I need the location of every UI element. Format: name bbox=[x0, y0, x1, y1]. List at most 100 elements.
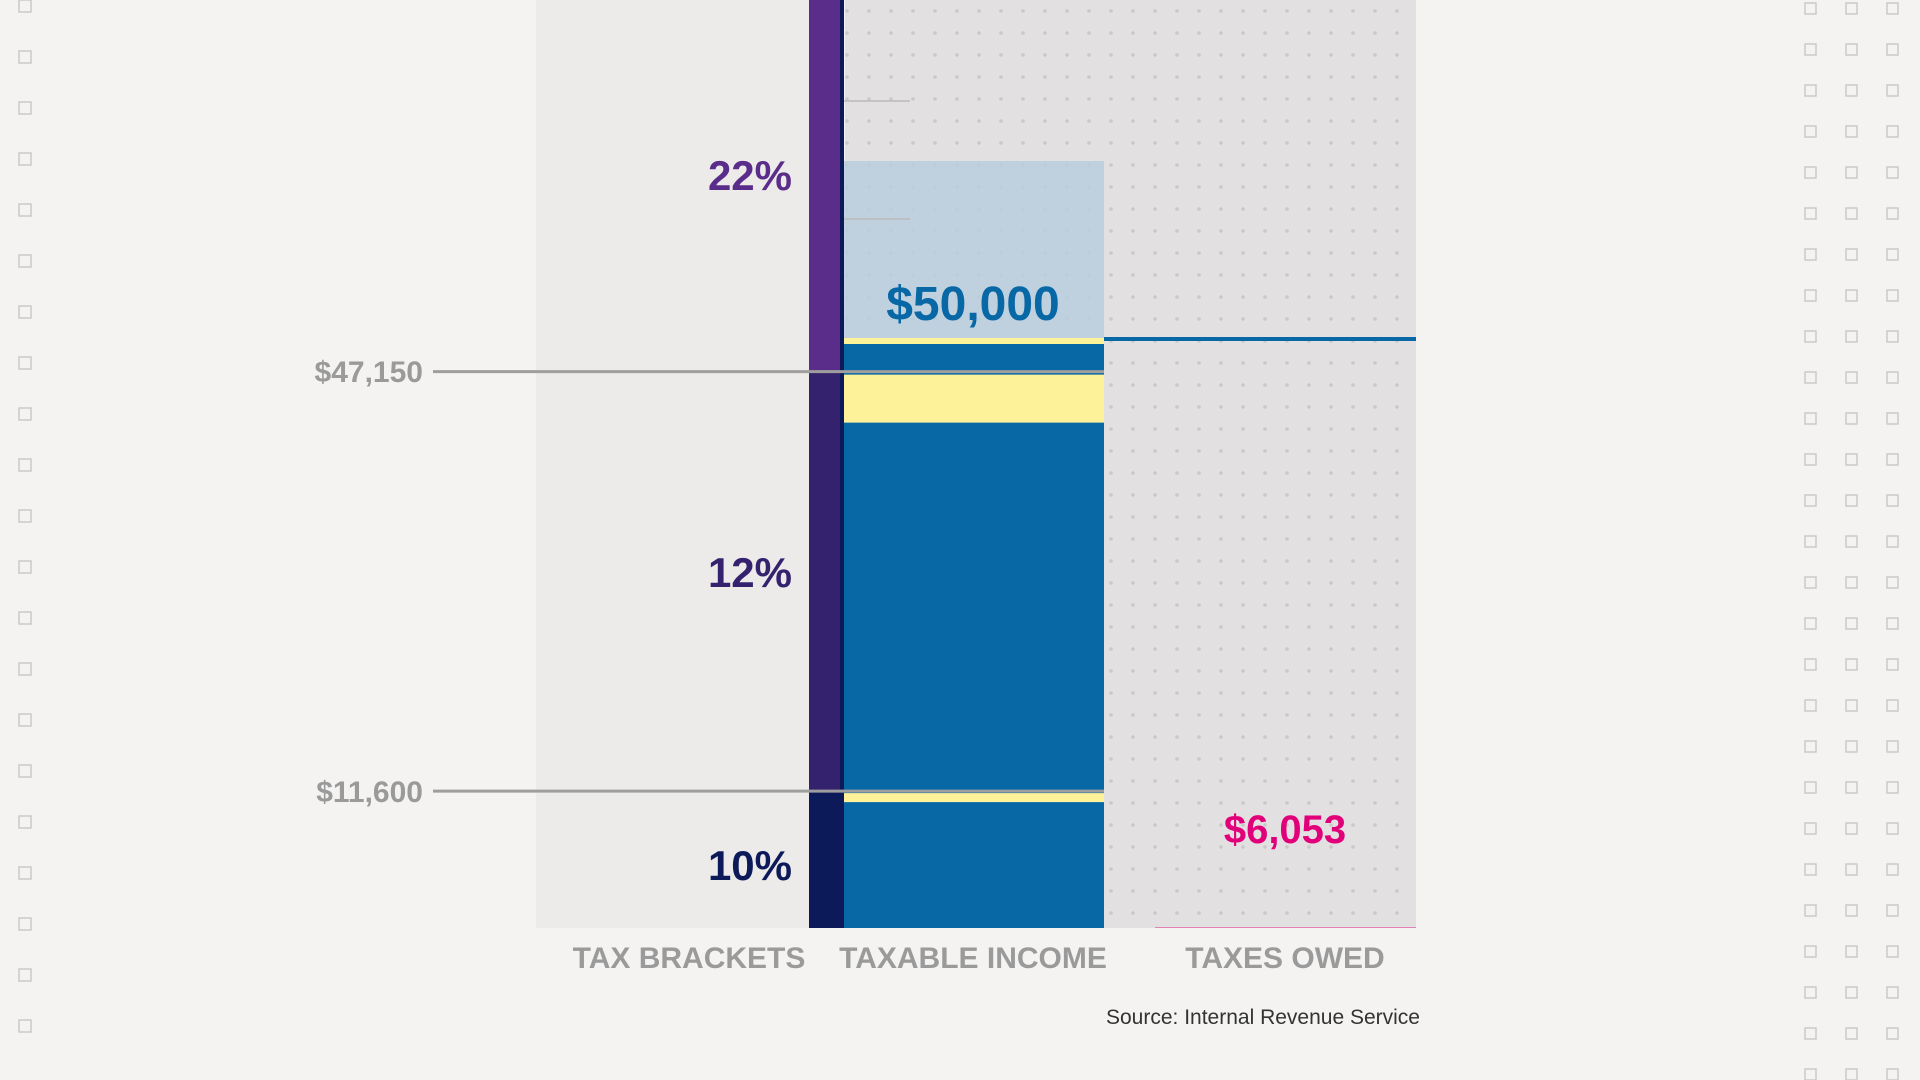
threshold-label-47150: $47,150 bbox=[315, 356, 423, 389]
deco-square bbox=[1845, 125, 1858, 138]
deco-square bbox=[18, 254, 32, 268]
deco-square bbox=[1804, 904, 1817, 917]
deco-square bbox=[1845, 166, 1858, 179]
deco-square bbox=[18, 815, 32, 829]
deco-square bbox=[1886, 699, 1899, 712]
deco-square bbox=[18, 101, 32, 115]
deco-square bbox=[1845, 371, 1858, 384]
deco-square bbox=[1804, 699, 1817, 712]
deco-square bbox=[1886, 1027, 1899, 1040]
threshold-lines bbox=[433, 370, 1104, 793]
deco-square bbox=[1804, 289, 1817, 302]
deco-square bbox=[1845, 781, 1858, 794]
tax-brackets-panel bbox=[536, 0, 809, 928]
deco-square bbox=[1845, 986, 1858, 999]
deco-square bbox=[18, 1019, 32, 1033]
deco-square bbox=[1804, 1027, 1817, 1040]
rate-label-12: 12% bbox=[708, 549, 792, 596]
deco-square bbox=[1804, 781, 1817, 794]
deco-square bbox=[1804, 945, 1817, 958]
bracket-bar bbox=[809, 0, 844, 928]
bracket-segment-12 bbox=[809, 371, 843, 792]
deco-square bbox=[18, 866, 32, 880]
deco-square bbox=[18, 713, 32, 727]
deco-square bbox=[1886, 576, 1899, 589]
deco-square bbox=[1886, 166, 1899, 179]
deco-square bbox=[1886, 207, 1899, 220]
deco-square bbox=[1845, 494, 1858, 507]
deco-square bbox=[1845, 207, 1858, 220]
deco-square bbox=[1886, 125, 1899, 138]
deco-square bbox=[1886, 822, 1899, 835]
deco-square bbox=[1804, 986, 1817, 999]
deco-square bbox=[18, 203, 32, 217]
deco-square bbox=[1845, 2, 1858, 15]
deco-square bbox=[1886, 330, 1899, 343]
category-label-taxes-owed: TAXES OWED bbox=[1185, 942, 1384, 975]
left-square-decoration bbox=[18, 0, 32, 1033]
deco-square bbox=[1804, 371, 1817, 384]
income-overlay bbox=[844, 161, 1104, 338]
deco-square bbox=[18, 968, 32, 982]
deco-square bbox=[1886, 945, 1899, 958]
income-top-highlight bbox=[844, 338, 1104, 344]
deco-square bbox=[1804, 535, 1817, 548]
deco-square bbox=[1845, 617, 1858, 630]
deco-square bbox=[18, 0, 32, 13]
deco-square bbox=[18, 152, 32, 166]
taxes-owed-bar-group bbox=[1104, 337, 1416, 928]
deco-square bbox=[1845, 535, 1858, 548]
deco-square bbox=[1804, 740, 1817, 753]
deco-square bbox=[1845, 1027, 1858, 1040]
deco-square bbox=[1886, 84, 1899, 97]
deco-square bbox=[18, 305, 32, 319]
deco-square bbox=[1886, 658, 1899, 671]
deco-square bbox=[1845, 84, 1858, 97]
deco-square bbox=[1886, 863, 1899, 876]
deco-square bbox=[1845, 330, 1858, 343]
taxable-income-value-label: $50,000 bbox=[886, 278, 1060, 331]
bracket-segment-10 bbox=[809, 791, 843, 928]
deco-square bbox=[1804, 207, 1817, 220]
deco-square bbox=[1845, 699, 1858, 712]
deco-square bbox=[1845, 412, 1858, 425]
deco-square bbox=[1886, 1068, 1899, 1080]
deco-square bbox=[1804, 248, 1817, 261]
rate-label-22: 22% bbox=[708, 152, 792, 199]
deco-square bbox=[1845, 945, 1858, 958]
deco-square bbox=[18, 917, 32, 931]
deco-square bbox=[1886, 43, 1899, 56]
deco-square bbox=[1845, 1068, 1858, 1080]
deco-square bbox=[1804, 43, 1817, 56]
deco-square bbox=[1804, 125, 1817, 138]
bracket-bar-edge bbox=[840, 0, 844, 928]
deco-square bbox=[1886, 248, 1899, 261]
deco-square bbox=[18, 662, 32, 676]
deco-square bbox=[1845, 43, 1858, 56]
deco-square bbox=[1845, 453, 1858, 466]
deco-square bbox=[1804, 863, 1817, 876]
deco-square bbox=[1886, 535, 1899, 548]
deco-square bbox=[1804, 84, 1817, 97]
deco-square bbox=[1845, 904, 1858, 917]
bracket-segment-22 bbox=[809, 0, 843, 372]
deco-square bbox=[1845, 822, 1858, 835]
taxes-owed-value-label: $6,053 bbox=[1224, 808, 1346, 852]
deco-square bbox=[1845, 576, 1858, 589]
deco-square bbox=[18, 458, 32, 472]
deco-square bbox=[1804, 822, 1817, 835]
source-note: Source: Internal Revenue Service bbox=[1106, 1006, 1420, 1029]
deco-square bbox=[18, 611, 32, 625]
deco-square bbox=[1845, 289, 1858, 302]
deco-square bbox=[1886, 617, 1899, 630]
deco-square bbox=[1845, 863, 1858, 876]
deco-square bbox=[1886, 289, 1899, 302]
deco-square bbox=[1804, 2, 1817, 15]
deco-square bbox=[1804, 658, 1817, 671]
deco-square bbox=[1886, 740, 1899, 753]
income-bar bbox=[844, 338, 1104, 928]
deco-square bbox=[1886, 453, 1899, 466]
rate-label-10: 10% bbox=[708, 842, 792, 889]
deco-square bbox=[1804, 1068, 1817, 1080]
